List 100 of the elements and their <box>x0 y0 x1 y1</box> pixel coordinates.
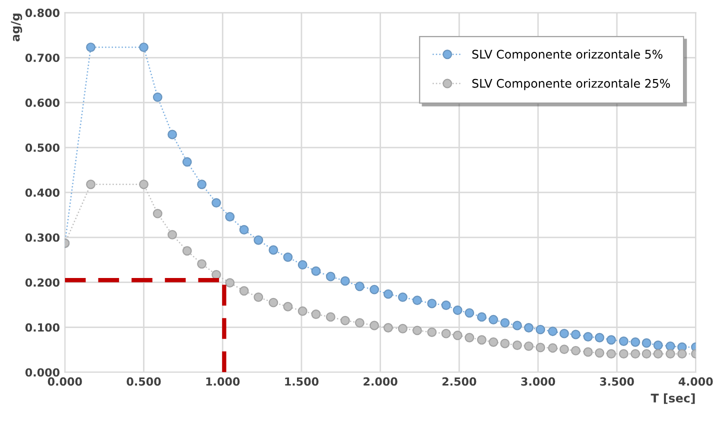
point <box>86 180 96 190</box>
legend-label: SLV Componente orizzontale 5% <box>472 50 662 61</box>
point <box>441 328 451 338</box>
point <box>197 180 207 190</box>
point <box>653 349 663 359</box>
point <box>427 328 437 337</box>
point <box>412 326 422 336</box>
point <box>452 305 462 315</box>
point <box>298 306 308 316</box>
point <box>500 338 510 348</box>
point <box>677 349 687 359</box>
point <box>283 302 293 312</box>
y-tick-label: 0.400 <box>25 188 60 197</box>
point <box>618 349 628 359</box>
point <box>326 312 336 322</box>
point <box>477 335 486 345</box>
point <box>452 330 462 340</box>
point <box>512 320 522 330</box>
point <box>477 312 486 322</box>
point <box>298 260 308 270</box>
y-tick-label: 0.200 <box>25 278 60 287</box>
point <box>254 292 264 302</box>
y-tick-label: 0.500 <box>25 143 60 152</box>
point <box>398 324 408 334</box>
legend-label: SLV Componente orizzontale 25% <box>472 78 670 90</box>
point <box>464 332 474 342</box>
point <box>488 314 498 324</box>
point <box>398 292 408 302</box>
y-tick-label: 0.600 <box>25 98 60 107</box>
point <box>536 342 546 352</box>
point <box>464 308 474 318</box>
x-tick-label: 0.000 <box>48 377 82 386</box>
point <box>139 180 148 190</box>
x-axis-title: T [sec] <box>650 393 695 404</box>
y-tick-label: 0.300 <box>25 233 60 242</box>
point <box>168 130 178 140</box>
point <box>583 332 593 342</box>
point <box>583 347 593 357</box>
y-tick-label: 0.800 <box>25 8 60 18</box>
point <box>268 298 278 308</box>
point <box>536 324 546 334</box>
x-tick-label: 0.500 <box>126 377 161 386</box>
point <box>311 266 321 276</box>
point <box>653 340 663 350</box>
x-tick-label: 2.000 <box>364 377 398 386</box>
point <box>212 198 222 208</box>
point <box>524 323 534 332</box>
x-tick-label: 3.000 <box>521 377 556 386</box>
point <box>182 246 192 256</box>
point <box>666 341 676 351</box>
point <box>427 298 437 308</box>
point <box>571 346 580 356</box>
point <box>182 157 192 167</box>
point <box>225 278 235 288</box>
point <box>212 270 222 280</box>
point <box>283 252 293 262</box>
point <box>642 338 652 348</box>
point <box>630 337 640 347</box>
point <box>370 320 380 330</box>
x-tick-label: 2.500 <box>442 377 476 386</box>
point <box>500 318 510 328</box>
point <box>340 316 350 326</box>
point <box>383 323 393 332</box>
point <box>152 92 162 102</box>
point <box>560 344 569 354</box>
point <box>642 349 652 359</box>
point <box>354 318 364 328</box>
point <box>152 208 162 218</box>
point <box>630 349 640 359</box>
point <box>666 349 676 359</box>
point <box>311 310 321 319</box>
y-tick-label: 0.100 <box>25 323 60 332</box>
point <box>548 326 558 336</box>
x-tick-label: 1.000 <box>206 377 240 386</box>
y-tick-label: 0.000 <box>25 368 60 377</box>
point <box>606 335 616 345</box>
point <box>524 341 534 351</box>
x-tick-label: 3.500 <box>600 377 634 386</box>
point <box>488 337 498 347</box>
point <box>239 286 249 296</box>
point <box>571 330 580 340</box>
point <box>268 245 278 255</box>
point <box>326 272 336 282</box>
point <box>254 235 264 245</box>
x-tick-label: 4.000 <box>678 377 713 386</box>
point <box>168 230 178 240</box>
point <box>86 42 96 52</box>
point <box>139 42 148 52</box>
point <box>441 300 451 310</box>
point <box>594 348 604 358</box>
y-axis-title: ag/g <box>10 14 22 42</box>
x-tick-label: 1.500 <box>285 377 319 386</box>
point <box>412 296 422 306</box>
point <box>606 349 616 359</box>
point <box>512 340 522 350</box>
point <box>225 212 235 222</box>
point <box>618 336 628 346</box>
point <box>560 328 569 338</box>
y-tick-label: 0.700 <box>25 54 60 62</box>
point <box>354 282 364 292</box>
